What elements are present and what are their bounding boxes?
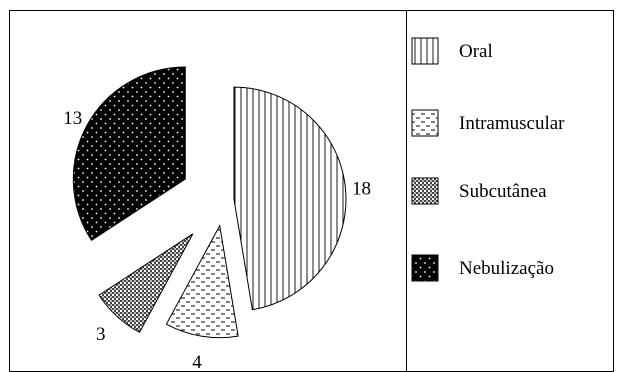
pie-slice-subcutânea [98, 233, 194, 334]
pie-slice-intramuscular [165, 224, 239, 339]
legend-label-intramuscular: Intramuscular [459, 113, 565, 134]
legend: Oral Intramuscular Subcutânea Nebulização [411, 37, 565, 282]
legend-label-oral: Oral [459, 41, 493, 62]
pie-slice-oral [233, 86, 347, 311]
legend-swatch-subcutânea [411, 177, 439, 205]
pie-slices [72, 66, 347, 339]
data-label-subcutânea: 3 [96, 324, 106, 345]
data-label-intramuscular: 4 [192, 352, 202, 372]
legend-swatch-oral [411, 37, 439, 65]
data-label-nebulização: 13 [63, 108, 82, 129]
legend-label-nebulização: Nebulização [459, 258, 554, 279]
legend-swatch-intramuscular [411, 109, 439, 137]
legend-label-subcutânea: Subcutânea [459, 181, 547, 202]
pie-slice-nebulização [72, 66, 186, 242]
legend-swatch-nebulização [411, 254, 439, 282]
data-label-oral: 18 [352, 179, 371, 200]
pie-labels: 18 4 3 13 [63, 108, 371, 372]
